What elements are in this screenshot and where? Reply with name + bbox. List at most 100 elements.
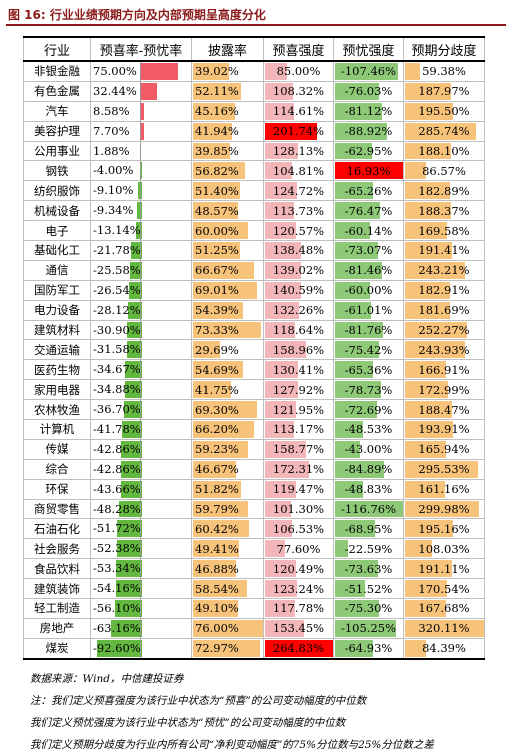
- col-header-dispersion: 预期分歧度: [403, 36, 485, 62]
- positive-strength-cell: 124.72%: [263, 180, 334, 202]
- dispersion-bar: [405, 500, 480, 518]
- positive-strength-cell: 114.61%: [263, 100, 334, 122]
- industry-cell: 有色金属: [23, 80, 91, 102]
- dispersion-cell: 320.11%: [403, 617, 485, 639]
- zero-line: [140, 142, 141, 160]
- positive-strength-value: 158.96%: [272, 342, 325, 357]
- industry-cell: 传媒: [23, 438, 91, 460]
- negative-strength-bar: [335, 520, 376, 538]
- negative-strength-value: -61.01%: [344, 303, 393, 318]
- zero-line: [140, 301, 141, 320]
- negative-strength-bar: [335, 460, 385, 478]
- negative-strength-value: -60.14%: [344, 223, 393, 238]
- negative-strength-bar: [335, 102, 383, 120]
- industry-cell: 建筑材料: [23, 319, 91, 341]
- zero-line: [140, 579, 141, 598]
- industry-cell: 家用电器: [23, 379, 91, 401]
- zero-line: [140, 102, 141, 121]
- table-row: 房地产 -63.16% 76.00% 153.45% -105.25% 320.11%: [23, 617, 485, 639]
- net-sentiment-cell: -26.54%: [90, 279, 192, 301]
- dispersion-value: 195.16%: [418, 521, 470, 536]
- net-sentiment-cell: -13.14%: [90, 220, 192, 242]
- footnotes: 数据来源：Wind，中信建投证券 注：我们定义预喜强度为该行业中状态为“预喜”的…: [30, 668, 434, 756]
- negative-strength-cell: -62.95%: [333, 140, 404, 162]
- disclosure-bar: [193, 242, 241, 259]
- industry-cell: 煤炭: [23, 637, 91, 660]
- dispersion-cell: 252.27%: [403, 319, 485, 341]
- disclosure-bar: [193, 142, 230, 160]
- table-row: 煤炭 -92.60% 72.97% 264.83% -64.93% 84.39%: [23, 637, 485, 660]
- dispersion-bar: [405, 480, 445, 498]
- disclosure-value: 59.23%: [195, 442, 239, 457]
- zero-line: [140, 599, 141, 618]
- zero-line: [140, 480, 141, 499]
- dispersion-cell: 187.97%: [403, 80, 485, 102]
- positive-strength-value: 264.83%: [272, 641, 325, 656]
- positive-strength-value: 101.30%: [272, 502, 325, 517]
- net-sentiment-value: 8.58%: [93, 103, 130, 118]
- net-sentiment-value: -56.10%: [93, 601, 141, 616]
- col-header-positive-strength: 预喜强度: [263, 36, 334, 62]
- positive-strength-cell: 121.95%: [263, 399, 334, 421]
- negative-strength-bar: [335, 341, 379, 359]
- disclosure-bar: [193, 460, 236, 478]
- dispersion-bar: [405, 281, 451, 299]
- net-sentiment-cell: -30.90%: [90, 319, 192, 341]
- dispersion-value: 191.11%: [418, 561, 470, 576]
- dispersion-cell: 161.16%: [403, 478, 485, 500]
- negative-strength-bar: [335, 63, 398, 80]
- dispersion-cell: 195.16%: [403, 518, 485, 540]
- dispersion-bar: [405, 63, 420, 80]
- positive-strength-cell: 128.13%: [263, 140, 334, 162]
- negative-strength-bar: [335, 261, 383, 279]
- table-row: 机械设备 -9.34% 48.57% 113.73% -76.47% 188.37%: [23, 200, 485, 222]
- dispersion-value: 172.99%: [418, 382, 470, 397]
- net-sentiment-cell: -41.78%: [90, 419, 192, 440]
- positive-strength-bar: [265, 421, 295, 438]
- zero-line: [140, 500, 141, 518]
- positive-strength-value: 127.92%: [272, 382, 325, 397]
- positive-strength-value: 138.48%: [272, 243, 325, 258]
- disclosure-cell: 66.67%: [191, 259, 264, 281]
- dispersion-bar: [405, 440, 446, 458]
- positive-strength-cell: 101.30%: [263, 498, 334, 520]
- net-sentiment-cell: -51.72%: [90, 518, 192, 540]
- positive-strength-bar: [265, 619, 305, 637]
- disclosure-cell: 39.02%: [191, 60, 264, 82]
- negative-strength-cell: -84.89%: [333, 458, 404, 480]
- dispersion-value: 169.58%: [418, 223, 470, 238]
- disclosure-bar: [193, 361, 244, 379]
- negative-strength-cell: -22.59%: [333, 538, 404, 560]
- disclosure-bar: [193, 421, 254, 438]
- positive-strength-bar: [265, 142, 298, 160]
- dispersion-cell: 243.21%: [403, 259, 485, 281]
- disclosure-cell: 51.82%: [191, 478, 264, 500]
- dispersion-value: 295.53%: [418, 462, 470, 477]
- disclosure-value: 54.69%: [195, 362, 239, 377]
- net-sentiment-value: -48.28%: [93, 501, 141, 516]
- negative-strength-value: -81.46%: [344, 263, 393, 278]
- disclosure-value: 29.69%: [195, 342, 239, 357]
- net-sentiment-bar: [129, 261, 142, 279]
- disclosure-value: 69.30%: [195, 402, 239, 417]
- net-sentiment-bar: [137, 202, 142, 220]
- net-sentiment-value: -28.12%: [93, 302, 141, 317]
- negative-strength-bar: [335, 242, 378, 259]
- negative-strength-value: -105.25%: [340, 621, 397, 636]
- dispersion-cell: 188.37%: [403, 200, 485, 222]
- industry-cell: 机械设备: [23, 200, 91, 222]
- zero-line: [140, 460, 141, 479]
- table-row: 国防军工 -26.54% 69.01% 140.59% -60.00% 182.91%: [23, 279, 485, 301]
- negative-strength-value: -88.92%: [344, 124, 393, 139]
- dispersion-value: 181.69%: [418, 303, 470, 318]
- dispersion-value: 59.38%: [422, 64, 466, 79]
- positive-strength-cell: 130.41%: [263, 359, 334, 381]
- positive-strength-value: 120.57%: [272, 223, 325, 238]
- dispersion-cell: 295.53%: [403, 458, 485, 480]
- disclosure-value: 45.16%: [195, 104, 239, 119]
- dispersion-bar: [405, 202, 452, 220]
- negative-strength-cell: -81.12%: [333, 100, 404, 122]
- negative-strength-cell: -81.76%: [333, 319, 404, 341]
- disclosure-bar: [193, 580, 247, 598]
- disclosure-value: 54.39%: [195, 303, 239, 318]
